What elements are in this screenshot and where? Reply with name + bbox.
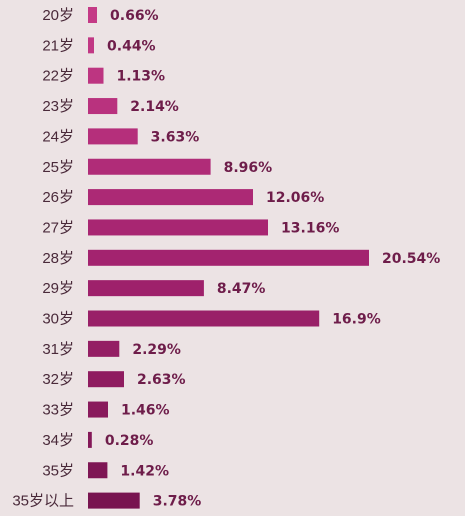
value-label: 3.78%	[153, 494, 202, 510]
bar	[88, 219, 268, 236]
category-label: 28岁	[42, 250, 74, 267]
value-label: 13.16%	[281, 220, 339, 236]
value-label: 1.42%	[120, 463, 169, 479]
category-label: 35岁	[42, 462, 74, 479]
bar	[88, 158, 211, 175]
value-label: 3.63%	[151, 129, 200, 145]
bar	[88, 37, 94, 54]
category-label: 25岁	[42, 159, 74, 176]
bar	[88, 280, 204, 297]
bar	[88, 401, 108, 418]
category-label: 26岁	[42, 189, 74, 206]
value-label: 20.54%	[382, 251, 440, 267]
bar	[88, 67, 104, 84]
value-label: 1.46%	[121, 403, 170, 419]
category-label: 30岁	[42, 311, 74, 328]
bar	[88, 128, 138, 145]
bar	[88, 249, 369, 266]
value-label: 2.29%	[132, 342, 181, 358]
category-label: 35岁以上	[12, 493, 74, 510]
category-label: 24岁	[42, 128, 74, 145]
bar	[88, 310, 320, 327]
category-label: 34岁	[42, 432, 74, 449]
value-label: 16.9%	[332, 312, 381, 328]
bars-group: 20岁 0.66% 21岁 0.44% 22岁 1.13% 23岁 2.14% 24岁 3.63%…	[12, 7, 440, 510]
bar	[88, 340, 120, 357]
value-label: 0.66%	[110, 8, 159, 24]
category-label: 31岁	[42, 341, 74, 358]
value-label: 2.14%	[130, 99, 179, 115]
value-label: 1.13%	[116, 69, 165, 85]
category-label: 20岁	[42, 7, 74, 24]
value-label: 12.06%	[266, 190, 324, 206]
category-label: 33岁	[42, 402, 74, 419]
bar	[88, 7, 97, 23]
category-label: 23岁	[42, 98, 74, 115]
category-label: 32岁	[42, 371, 74, 388]
value-label: 0.28%	[105, 433, 154, 449]
bar	[88, 371, 124, 388]
bar	[88, 492, 140, 509]
value-label: 8.96%	[224, 160, 273, 176]
value-label: 0.44%	[107, 38, 156, 54]
bar	[88, 462, 108, 479]
category-label: 21岁	[42, 37, 74, 54]
category-label: 27岁	[42, 219, 74, 236]
value-label: 8.47%	[217, 281, 266, 297]
category-label: 29岁	[42, 280, 74, 297]
bar	[88, 189, 253, 206]
value-label: 2.63%	[137, 372, 186, 388]
bar	[88, 98, 118, 115]
category-label: 22岁	[42, 68, 74, 85]
bar	[88, 431, 92, 448]
